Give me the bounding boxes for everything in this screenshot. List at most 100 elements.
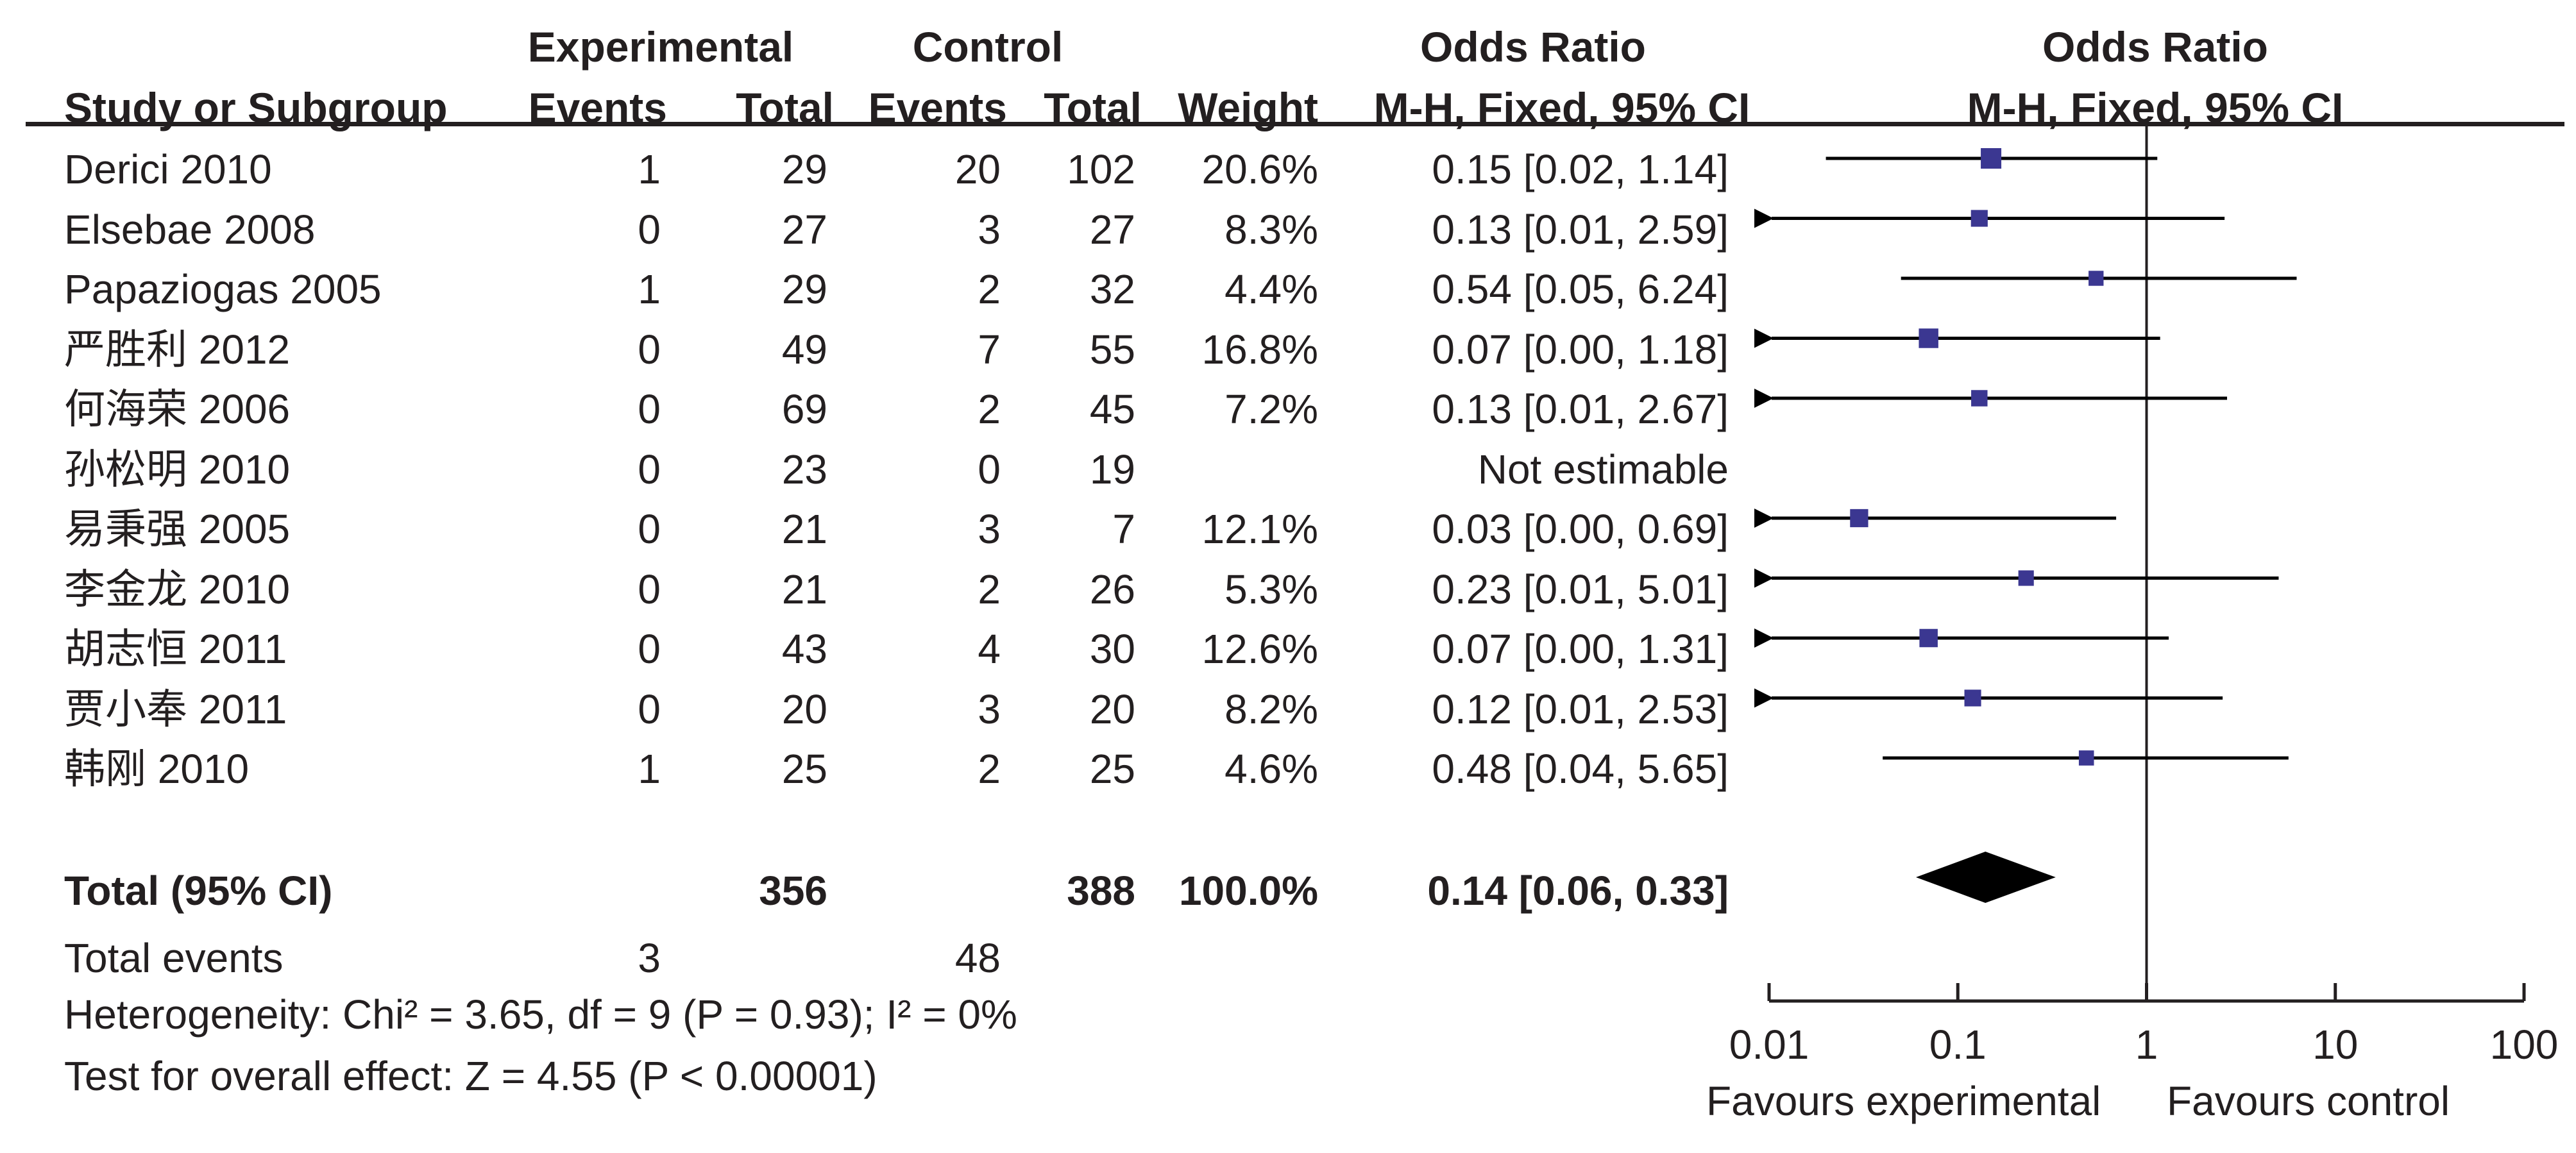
point-estimate-marker [1964, 689, 1981, 707]
ctl-total: 32 [1089, 266, 1135, 312]
study-weight: 4.4% [1224, 266, 1318, 312]
ctl-events: 0 [978, 446, 1001, 492]
ctl-events: 3 [978, 686, 1001, 732]
exp-events: 1 [638, 146, 661, 192]
exp-total: 29 [781, 266, 827, 312]
exp-total: 43 [781, 626, 827, 672]
exp-total: 69 [781, 386, 827, 432]
study-name: 李金龙 2010 [64, 566, 291, 612]
ctl-total: 45 [1089, 386, 1135, 432]
study-name: 贾小奉 2011 [64, 686, 287, 732]
ctl-total: 26 [1089, 566, 1135, 612]
exp-total: 25 [781, 746, 827, 792]
x-tick-label: 0.1 [1929, 1022, 1987, 1068]
ctl-total: 19 [1089, 446, 1135, 492]
ctl-total: 55 [1089, 326, 1135, 373]
study-name: 韩刚 2010 [64, 746, 250, 792]
total-ctl-total: 388 [1067, 868, 1135, 914]
study-weight: 7.2% [1224, 386, 1318, 432]
ctl-events: 3 [978, 506, 1001, 552]
ctl-events: 7 [978, 326, 1001, 373]
point-estimate-marker [1981, 148, 2002, 169]
total-events-ctl: 48 [954, 935, 1001, 981]
ctl-events: 4 [978, 626, 1001, 672]
exp-events: 0 [638, 386, 661, 432]
x-tick-label: 1 [2135, 1022, 2158, 1068]
exp-events: 0 [638, 626, 661, 672]
ctl-total: 25 [1089, 746, 1135, 792]
point-estimate-marker [1971, 390, 1988, 407]
exp-total: 21 [781, 506, 827, 552]
study-ci: 0.48 [0.04, 5.65] [1432, 746, 1729, 792]
favours-control-label: Favours control [2167, 1078, 2450, 1124]
exp-total: 49 [781, 326, 827, 373]
ctl-events: 3 [978, 206, 1001, 253]
exp-events: 1 [638, 746, 661, 792]
header-rule [26, 122, 2564, 126]
header-experimental: Experimental [527, 23, 794, 71]
point-estimate-marker [1970, 210, 1988, 227]
header-plot-odds-ratio: Odds Ratio [2042, 23, 2268, 71]
point-estimate-marker [1919, 328, 1938, 348]
favours-experimental-label: Favours experimental [1706, 1078, 2101, 1124]
study-weight: 8.3% [1224, 206, 1318, 253]
study-ci: 0.07 [0.00, 1.18] [1432, 326, 1729, 373]
exp-events: 0 [638, 206, 661, 253]
exp-events: 1 [638, 266, 661, 312]
study-weight: 8.2% [1224, 686, 1318, 732]
exp-total: 23 [781, 446, 827, 492]
study-ci: 0.12 [0.01, 2.53] [1432, 686, 1729, 732]
study-weight: 4.6% [1224, 746, 1318, 792]
total-events-exp: 3 [638, 935, 661, 981]
exp-total: 20 [781, 686, 827, 732]
point-estimate-marker [1850, 509, 1868, 528]
total-weight: 100.0% [1178, 868, 1318, 914]
x-tick-label: 0.01 [1729, 1022, 1809, 1068]
exp-total: 29 [781, 146, 827, 192]
exp-events: 0 [638, 446, 661, 492]
study-ci: 0.07 [0.00, 1.31] [1432, 626, 1729, 672]
study-ci: Not estimable [1477, 446, 1729, 492]
pooled-diamond [1915, 852, 2056, 903]
total-label: Total (95% CI) [64, 868, 333, 914]
study-name: Derici 2010 [64, 146, 272, 192]
study-ci: 0.03 [0.00, 0.69] [1432, 506, 1729, 552]
study-weight: 20.6% [1201, 146, 1318, 192]
point-estimate-marker [1919, 628, 1938, 648]
ctl-total: 7 [1112, 506, 1135, 552]
ctl-events: 2 [978, 266, 1001, 312]
total-ci: 0.14 [0.06, 0.33] [1427, 868, 1729, 914]
total-exp-total: 356 [759, 868, 827, 914]
exp-events: 0 [638, 686, 661, 732]
ctl-total: 102 [1067, 146, 1135, 192]
exp-events: 0 [638, 326, 661, 373]
total-events-label: Total events [64, 935, 284, 981]
study-name: Elsebae 2008 [64, 206, 316, 253]
point-estimate-marker [2089, 271, 2104, 286]
study-weight: 12.6% [1201, 626, 1318, 672]
exp-events: 0 [638, 566, 661, 612]
ctl-total: 27 [1089, 206, 1135, 253]
point-estimate-marker [2078, 750, 2094, 766]
header-control: Control [912, 23, 1063, 71]
study-ci: 0.23 [0.01, 5.01] [1432, 566, 1729, 612]
exp-total: 27 [781, 206, 827, 253]
heterogeneity-text: Heterogeneity: Chi² = 3.65, df = 9 (P = … [64, 991, 1017, 1038]
study-weight: 5.3% [1224, 566, 1318, 612]
ctl-events: 2 [978, 566, 1001, 612]
study-ci: 0.15 [0.02, 1.14] [1432, 146, 1729, 192]
ctl-events: 2 [978, 386, 1001, 432]
study-name: Papaziogas 2005 [64, 266, 382, 312]
study-ci: 0.13 [0.01, 2.67] [1432, 386, 1729, 432]
exp-events: 0 [638, 506, 661, 552]
ctl-total: 30 [1089, 626, 1135, 672]
ctl-total: 20 [1089, 686, 1135, 732]
x-tick-label: 100 [2490, 1022, 2559, 1068]
study-name: 孙松明 2010 [64, 446, 291, 492]
ctl-events: 2 [978, 746, 1001, 792]
exp-total: 21 [781, 566, 827, 612]
study-name: 易秉强 2005 [64, 506, 291, 552]
study-weight: 16.8% [1201, 326, 1318, 373]
